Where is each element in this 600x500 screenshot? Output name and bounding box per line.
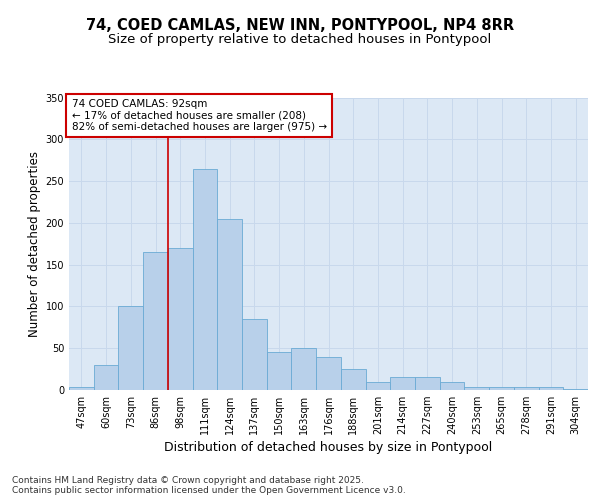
X-axis label: Distribution of detached houses by size in Pontypool: Distribution of detached houses by size …	[164, 442, 493, 454]
Bar	[440, 382, 464, 390]
Text: Size of property relative to detached houses in Pontypool: Size of property relative to detached ho…	[109, 32, 491, 46]
Text: 74 COED CAMLAS: 92sqm
← 17% of detached houses are smaller (208)
82% of semi-det: 74 COED CAMLAS: 92sqm ← 17% of detached …	[71, 99, 327, 132]
Bar	[316, 356, 341, 390]
Bar	[168, 248, 193, 390]
Bar	[390, 378, 415, 390]
Bar	[143, 252, 168, 390]
Bar	[217, 218, 242, 390]
Bar	[415, 378, 440, 390]
Bar	[563, 389, 588, 390]
Text: Contains HM Land Registry data © Crown copyright and database right 2025.
Contai: Contains HM Land Registry data © Crown c…	[12, 476, 406, 495]
Bar	[365, 382, 390, 390]
Bar	[292, 348, 316, 390]
Bar	[464, 386, 489, 390]
Bar	[69, 388, 94, 390]
Bar	[94, 365, 118, 390]
Bar	[242, 319, 267, 390]
Bar	[489, 388, 514, 390]
Text: 74, COED CAMLAS, NEW INN, PONTYPOOL, NP4 8RR: 74, COED CAMLAS, NEW INN, PONTYPOOL, NP4…	[86, 18, 514, 32]
Bar	[341, 369, 365, 390]
Bar	[267, 352, 292, 390]
Bar	[118, 306, 143, 390]
Bar	[514, 388, 539, 390]
Bar	[193, 168, 217, 390]
Bar	[539, 388, 563, 390]
Y-axis label: Number of detached properties: Number of detached properties	[28, 151, 41, 337]
